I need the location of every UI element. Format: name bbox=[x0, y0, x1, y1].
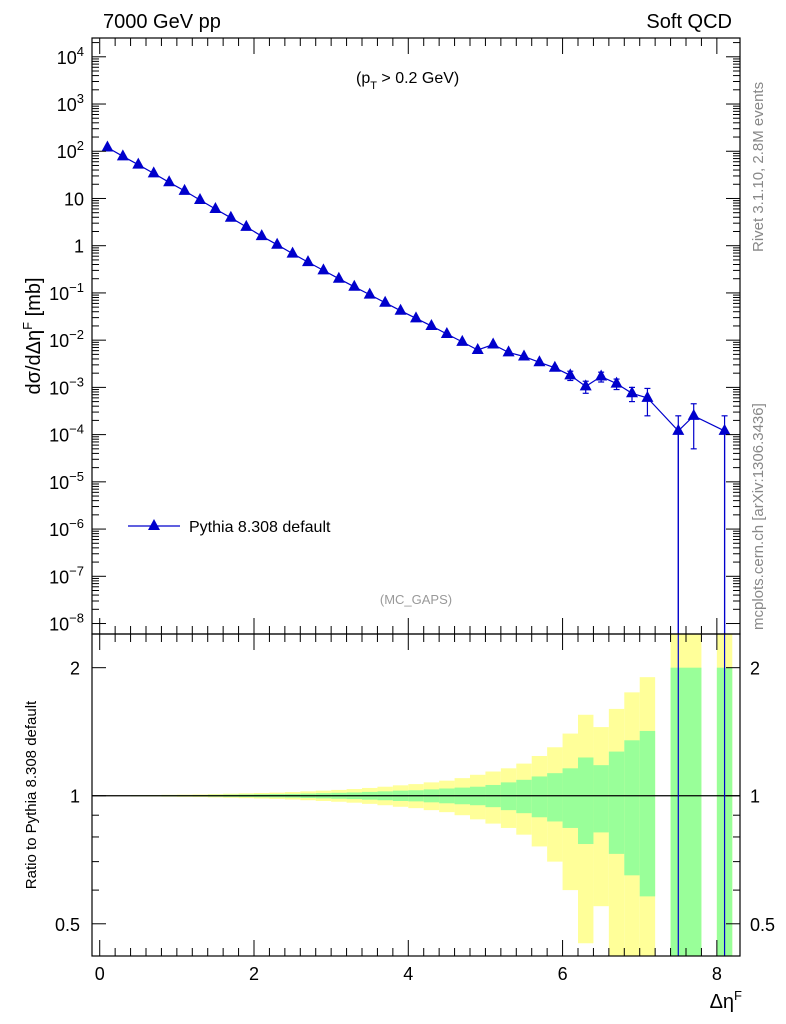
data-point bbox=[379, 295, 392, 307]
x-tick-label: 0 bbox=[95, 964, 105, 984]
ratio-ylabel: Ratio to Pythia 8.308 default bbox=[23, 700, 40, 889]
data-point bbox=[410, 311, 422, 323]
y-tick-label: 10−3 bbox=[49, 374, 84, 398]
ratio-y-tick-label: 2 bbox=[70, 659, 80, 679]
ratio-band-inner bbox=[686, 667, 702, 956]
y-tick-label: 10 bbox=[64, 189, 84, 209]
ratio-y-tick-label: 0.5 bbox=[55, 915, 80, 935]
data-point bbox=[348, 279, 361, 291]
data-point bbox=[502, 345, 515, 357]
y-tick-label: 10−4 bbox=[49, 422, 84, 446]
ratio-y-tick-label-right: 2 bbox=[750, 659, 760, 679]
x-tick-label: 6 bbox=[558, 964, 568, 984]
data-point bbox=[672, 423, 685, 435]
y-tick-label: 102 bbox=[57, 138, 84, 162]
ratio-band-inner bbox=[608, 751, 625, 854]
data-point bbox=[271, 237, 284, 249]
data-point bbox=[564, 368, 577, 380]
xlabel: ΔηF bbox=[710, 988, 742, 1013]
analysis-watermark: (MC_GAPS) bbox=[380, 592, 452, 607]
x-tick-label: 2 bbox=[249, 964, 259, 984]
data-point bbox=[548, 360, 561, 372]
data-point bbox=[641, 390, 654, 402]
ratio-band-inner bbox=[593, 765, 609, 833]
y-tick-label: 10−7 bbox=[49, 563, 84, 587]
side-text-bottom: mcplots.cern.ch [arXiv:1306.3436] bbox=[750, 403, 767, 630]
axes: 10−810−710−610−510−410−310−210−111010210… bbox=[49, 38, 775, 984]
y-tick-label: 10−1 bbox=[49, 280, 84, 304]
ratio-band-inner bbox=[578, 757, 594, 845]
ratio-band-inner bbox=[547, 773, 563, 822]
main-series bbox=[101, 140, 731, 956]
data-point bbox=[579, 379, 592, 391]
data-point bbox=[518, 349, 530, 361]
data-point bbox=[332, 271, 345, 283]
data-point bbox=[101, 140, 114, 152]
data-point bbox=[425, 318, 438, 330]
data-point bbox=[240, 219, 253, 231]
y-tick-label: 104 bbox=[57, 44, 84, 68]
data-point bbox=[471, 342, 484, 354]
y-tick-label: 1 bbox=[74, 237, 84, 257]
data-point bbox=[610, 376, 623, 388]
main-frame bbox=[91, 37, 741, 635]
data-point bbox=[286, 246, 299, 258]
header-right: Soft QCD bbox=[646, 11, 732, 33]
ratio-band-inner bbox=[531, 776, 548, 818]
data-point bbox=[317, 263, 330, 275]
ratio-band-inner bbox=[516, 779, 532, 814]
data-point bbox=[116, 149, 129, 161]
ratio-y-tick-label-right: 0.5 bbox=[750, 915, 775, 935]
ratio-bands bbox=[92, 634, 740, 956]
data-point bbox=[194, 192, 206, 204]
y-tick-label: 10−8 bbox=[49, 611, 84, 635]
ratio-band-inner bbox=[562, 768, 578, 828]
data-point bbox=[595, 369, 608, 381]
data-point bbox=[487, 337, 500, 349]
y-tick-label: 10−5 bbox=[49, 469, 84, 493]
data-point bbox=[255, 229, 268, 241]
x-tick-label: 8 bbox=[712, 964, 722, 984]
data-point bbox=[178, 183, 191, 195]
data-point bbox=[626, 386, 638, 398]
y-tick-label: 103 bbox=[57, 91, 84, 115]
legend: Pythia 8.308 default bbox=[128, 519, 331, 536]
cut-annotation: (pT > 0.2 GeV) bbox=[356, 70, 459, 92]
data-point bbox=[147, 166, 160, 178]
ratio-band-inner bbox=[624, 740, 640, 876]
data-point bbox=[363, 287, 376, 299]
data-point bbox=[132, 157, 145, 169]
ratio-y-tick-label-right: 1 bbox=[750, 787, 760, 807]
y-tick-label: 10−2 bbox=[49, 327, 84, 351]
data-point bbox=[440, 327, 453, 339]
data-point bbox=[224, 210, 237, 222]
y-tick-label: 10−6 bbox=[49, 516, 84, 540]
data-point bbox=[209, 201, 222, 213]
legend-label: Pythia 8.308 default bbox=[189, 519, 331, 536]
data-point bbox=[718, 423, 731, 435]
header-left: 7000 GeV pp bbox=[103, 11, 221, 33]
main-ylabel: dσ/dΔηF [mb] bbox=[20, 277, 45, 394]
side-text-top: Rivet 3.1.10, 2.8M events bbox=[750, 82, 767, 252]
ratio-y-tick-label: 1 bbox=[70, 787, 80, 807]
ratio-frame bbox=[91, 633, 741, 957]
ratio-band-inner bbox=[639, 730, 656, 897]
data-point bbox=[302, 255, 314, 267]
data-point bbox=[394, 303, 407, 315]
data-point bbox=[456, 334, 469, 346]
legend-marker bbox=[148, 519, 160, 530]
data-point bbox=[533, 355, 546, 367]
data-point bbox=[163, 175, 176, 187]
data-point bbox=[687, 408, 700, 420]
x-tick-label: 4 bbox=[403, 964, 413, 984]
